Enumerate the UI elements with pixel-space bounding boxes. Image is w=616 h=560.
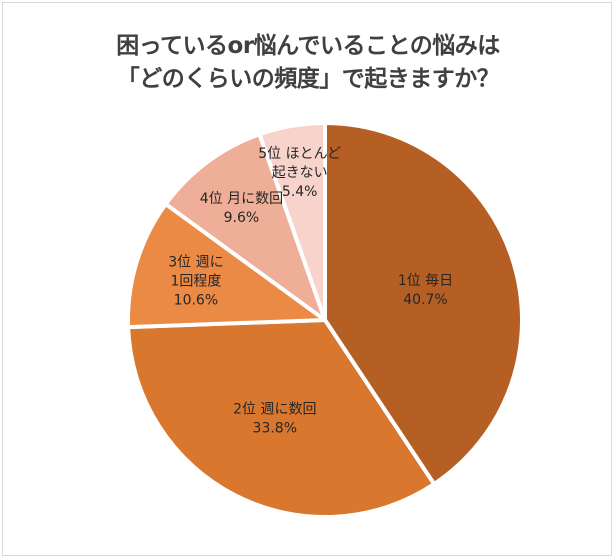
slice-value-label: 33.8% — [253, 420, 297, 436]
slice-category-label: 1位 毎日 — [398, 273, 453, 289]
slice-label-5: 5位 ほとんど起きない 5.4% — [258, 146, 341, 200]
chart-title-line-1: 困っているor悩んでいることの悩みは — [116, 33, 500, 59]
pie-slice-3 — [126, 202, 327, 330]
pie-slices — [126, 121, 525, 519]
slice-value-label: 9.6% — [224, 210, 260, 226]
slice-label-2: 2位 週に数回 33.8% — [233, 401, 316, 436]
slice-value-label: 10.6% — [174, 293, 218, 309]
pie-slice-4 — [163, 132, 327, 322]
slice-label-4: 4位 月に数回 9.6% — [200, 191, 283, 226]
pie-slice-2 — [126, 318, 437, 519]
chart-title-line-2: 「どのくらいの頻度」で起きますか？ — [116, 66, 500, 92]
slice-category-label: 4位 月に数回 — [200, 191, 283, 207]
slice-category-label: 1回程度 — [170, 274, 221, 290]
pie-slice-5 — [257, 121, 327, 322]
slice-label-1: 1位 毎日 40.7% — [398, 273, 453, 308]
pie-labels: 1位 毎日 40.7% 2位 週に数回 33.8% 3位 週に 1回程度 10.6% 4位 月… — [168, 146, 453, 436]
slice-value-label: 5.4% — [282, 184, 318, 200]
chart-title: 困っているor悩んでいることの悩みは 「どのくらいの頻度」で起きますか？ — [0, 30, 616, 96]
slice-category-label: 5位 ほとんど — [258, 146, 341, 162]
slice-category-label: 2位 週に数回 — [233, 401, 316, 417]
slice-category-label: 3位 週に — [168, 255, 223, 271]
slice-label-3: 3位 週に 1回程度 10.6% — [168, 255, 223, 309]
slice-value-label: 40.7% — [403, 292, 447, 308]
slice-category-label: 起きない — [272, 165, 328, 181]
